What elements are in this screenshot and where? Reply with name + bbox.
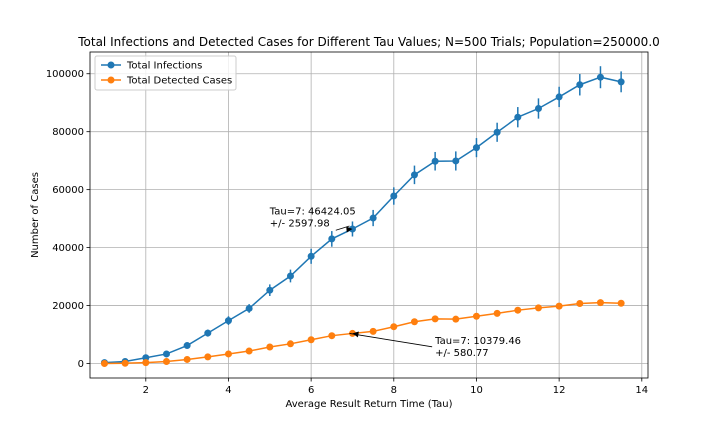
data-point (224, 350, 232, 358)
plot-frame (89, 51, 649, 379)
legend-marker-total-infections (107, 61, 115, 69)
x-tick-label: 2 (143, 385, 149, 396)
y-tick-label: 0 (78, 359, 84, 370)
data-point (534, 304, 542, 312)
annotation-text-line-1: Tau=7: 46424.05 (269, 206, 356, 217)
data-point (390, 192, 398, 200)
data-point (266, 286, 274, 294)
legend-label-total-infections: Total Infections (126, 61, 202, 72)
legend: Total Infections Total Detected Cases (94, 55, 237, 91)
y-axis-label: Number of Cases (30, 172, 41, 258)
x-axis-label: Average Result Return Time (Tau) (285, 399, 452, 410)
data-point (576, 81, 584, 89)
annotation-arrow (349, 333, 433, 348)
annotation-arrowhead (352, 331, 359, 338)
data-point (183, 355, 191, 363)
data-point (328, 235, 336, 243)
data-point (534, 105, 542, 113)
data-point (183, 342, 191, 350)
data-point (162, 357, 170, 365)
series-line-total-infections (104, 76, 622, 364)
data-point (266, 343, 274, 351)
data-point (348, 329, 356, 337)
data-point (100, 360, 108, 368)
data-point (348, 225, 356, 233)
chart-title: Total Infections and Detected Cases for … (77, 35, 660, 49)
series-layer (100, 66, 625, 368)
x-tick-label: 14 (635, 385, 648, 396)
data-point (410, 171, 418, 179)
data-point (472, 144, 480, 152)
data-point (204, 329, 212, 337)
data-point (431, 157, 439, 165)
data-point (472, 312, 480, 320)
data-point (617, 299, 625, 307)
annotation-text-line-2: +/- 580.77 (435, 348, 489, 359)
legend-box (94, 55, 237, 91)
annotation-arrowhead (346, 226, 353, 233)
y-tick-label: 60000 (52, 185, 84, 196)
data-point (452, 157, 460, 165)
y-tick-label: 20000 (52, 301, 84, 312)
data-point (162, 350, 170, 358)
data-point (224, 317, 232, 325)
data-point (617, 78, 625, 86)
tick-layer: 2 4 6 8 10 12 14 0 20000 40000 60000 80000 100000 (46, 69, 648, 396)
data-point (142, 354, 150, 362)
data-point (596, 299, 604, 307)
series-total-infections (100, 66, 625, 367)
data-point (369, 214, 377, 222)
grid-layer (90, 52, 648, 378)
x-tick-label: 12 (553, 385, 566, 396)
data-point (245, 347, 253, 355)
annotation-arrow (335, 225, 350, 231)
data-point (245, 304, 253, 312)
y-tick-label: 80000 (52, 127, 84, 138)
legend-label-total-detected-cases: Total Detected Cases (126, 76, 232, 87)
y-tick-label: 40000 (52, 243, 84, 254)
annotation-2: Tau=7: 10379.46+/- 580.77 (349, 331, 521, 359)
data-point (596, 73, 604, 81)
data-point (142, 359, 150, 367)
data-point (555, 93, 563, 101)
data-point (307, 252, 315, 260)
x-tick-label: 4 (225, 385, 231, 396)
annotation-layer: Tau=7: 46424.05+/- 2597.98 Tau=7: 10379.4… (269, 206, 521, 359)
annotation-text-line-2: +/- 2597.98 (270, 218, 330, 229)
data-point (204, 353, 212, 361)
data-point (121, 359, 129, 367)
y-tick-label: 100000 (46, 69, 84, 80)
data-point (307, 336, 315, 344)
x-tick-label: 10 (470, 385, 483, 396)
data-point (555, 302, 563, 310)
series-total-detected-cases (100, 299, 625, 368)
data-point (576, 300, 584, 308)
data-point (286, 340, 294, 348)
data-point (328, 332, 336, 340)
data-point (452, 315, 460, 323)
data-point (390, 323, 398, 331)
legend-marker-total-detected-cases (107, 76, 115, 84)
annotation-1: Tau=7: 46424.05+/- 2597.98 (269, 206, 356, 233)
x-tick-label: 8 (391, 385, 397, 396)
data-point (286, 272, 294, 280)
data-point (514, 113, 522, 121)
data-point (493, 309, 501, 317)
data-point (431, 315, 439, 323)
data-point (369, 327, 377, 335)
data-point (410, 318, 418, 326)
data-point (493, 128, 501, 136)
annotation-text-line-1: Tau=7: 10379.46 (434, 336, 521, 347)
x-tick-label: 6 (308, 385, 314, 396)
data-point (514, 306, 522, 314)
